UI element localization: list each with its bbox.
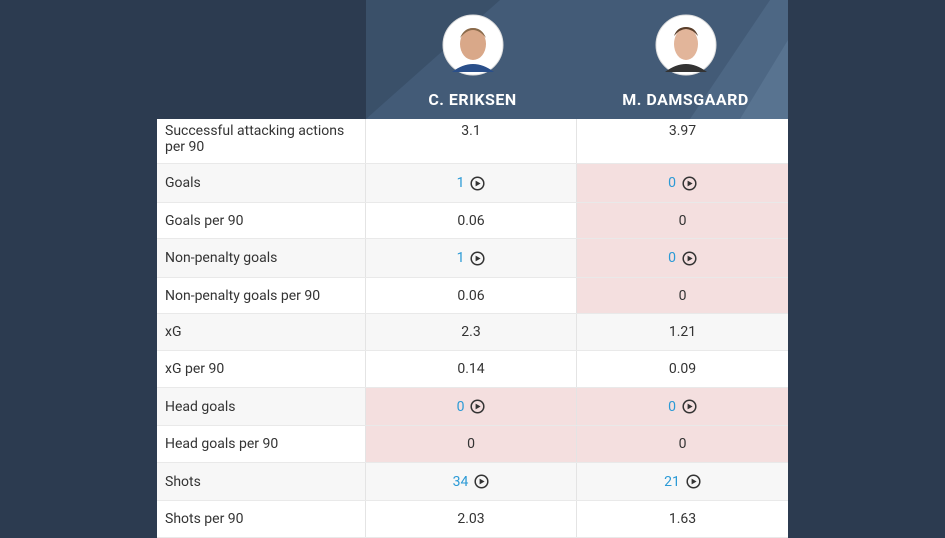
value: 1.21 <box>668 324 697 340</box>
table-row: Shots 34 21 <box>157 463 788 501</box>
table-row: Non-penalty goals 1 0 <box>157 239 788 278</box>
player-header: C. ERIKSEN <box>366 14 579 109</box>
table-row: Goals per 90 0.06 0 <box>157 203 788 239</box>
row-label: xG per 90 <box>157 351 366 387</box>
row-label: Shots <box>157 463 366 500</box>
value-link[interactable]: 0 <box>456 398 465 415</box>
value-link[interactable]: 0 <box>668 250 676 266</box>
value: 0 <box>678 436 687 452</box>
value: 3.97 <box>668 123 697 139</box>
play-icon[interactable] <box>682 250 697 266</box>
value-cell: 0 <box>366 426 577 462</box>
play-icon[interactable] <box>682 399 697 414</box>
table-row: Goals 1 0 <box>157 164 788 203</box>
value-cell: 0.06 <box>366 278 577 313</box>
value-cell: 2.3 <box>366 314 577 350</box>
value-cell: 2.03 <box>366 501 577 537</box>
value: 0.06 <box>457 287 485 304</box>
table-row: Head goals per 90 0 0 <box>157 426 788 463</box>
value-link[interactable]: 0 <box>668 175 676 191</box>
play-icon[interactable] <box>474 474 489 489</box>
value: 0.09 <box>668 361 697 377</box>
avatar <box>655 14 716 76</box>
value: 3.1 <box>461 123 481 139</box>
value-cell: 1.21 <box>577 314 788 350</box>
value-cell: 0 <box>577 426 788 462</box>
table-row: Successful attacking actions per 90 3.1 3.… <box>157 119 788 164</box>
play-icon[interactable] <box>682 175 697 191</box>
value-cell: 0 <box>577 388 788 425</box>
value-cell: 21 <box>577 463 788 500</box>
value-cell: 0.14 <box>366 351 577 387</box>
value-cell: 0 <box>577 278 788 313</box>
play-icon[interactable] <box>470 250 485 266</box>
row-label: Head goals per 90 <box>157 426 366 462</box>
play-icon[interactable] <box>470 399 485 414</box>
row-label: Non-penalty goals per 90 <box>157 278 366 313</box>
player-name: M. DAMSGAARD <box>622 90 749 109</box>
table-row: xG 2.3 1.21 <box>157 314 788 351</box>
value: 0 <box>678 212 687 229</box>
player-header: M. DAMSGAARD <box>579 14 792 109</box>
table-row: Shots per 90 2.03 1.63 <box>157 501 788 538</box>
value-cell: 0.06 <box>366 203 577 238</box>
value-cell: 0 <box>577 164 788 202</box>
row-label: xG <box>157 314 366 350</box>
play-icon[interactable] <box>686 474 701 489</box>
value-cell: 3.1 <box>366 119 577 163</box>
value-cell: 0 <box>577 239 788 277</box>
value-cell: 0 <box>577 203 788 238</box>
value: 0.14 <box>457 361 485 377</box>
row-label: Goals <box>157 164 366 202</box>
row-label: Goals per 90 <box>157 203 366 238</box>
value-cell: 34 <box>366 463 577 500</box>
table-row: Non-penalty goals per 90 0.06 0 <box>157 278 788 314</box>
row-label: Head goals <box>157 388 366 425</box>
row-label: Non-penalty goals <box>157 239 366 277</box>
value-cell: 3.97 <box>577 119 788 163</box>
value-cell: 1 <box>366 239 577 277</box>
value-cell: 1.63 <box>577 501 788 537</box>
stats-table: Successful attacking actions per 90 3.1 3.… <box>157 119 788 538</box>
value: 1.63 <box>668 511 697 527</box>
table-row: xG per 90 0.14 0.09 <box>157 351 788 388</box>
value-link[interactable]: 34 <box>452 473 469 490</box>
value-cell: 1 <box>366 164 577 202</box>
value: 0 <box>678 287 687 304</box>
table-row: Head goals 0 0 <box>157 388 788 426</box>
value-cell: 0.09 <box>577 351 788 387</box>
row-label: Shots per 90 <box>157 501 366 537</box>
avatar <box>442 14 503 76</box>
value: 0.06 <box>457 212 485 229</box>
value: 2.3 <box>461 324 481 340</box>
value-link[interactable]: 1 <box>456 175 465 191</box>
play-icon[interactable] <box>470 175 485 191</box>
value-link[interactable]: 21 <box>664 473 680 490</box>
row-label: Successful attacking actions per 90 <box>157 119 366 163</box>
value: 2.03 <box>457 511 485 527</box>
value: 0 <box>467 436 475 452</box>
player-name: C. ERIKSEN <box>428 90 517 109</box>
value-link[interactable]: 1 <box>456 250 465 266</box>
value-cell: 0 <box>366 388 577 425</box>
value-link[interactable]: 0 <box>668 398 676 415</box>
